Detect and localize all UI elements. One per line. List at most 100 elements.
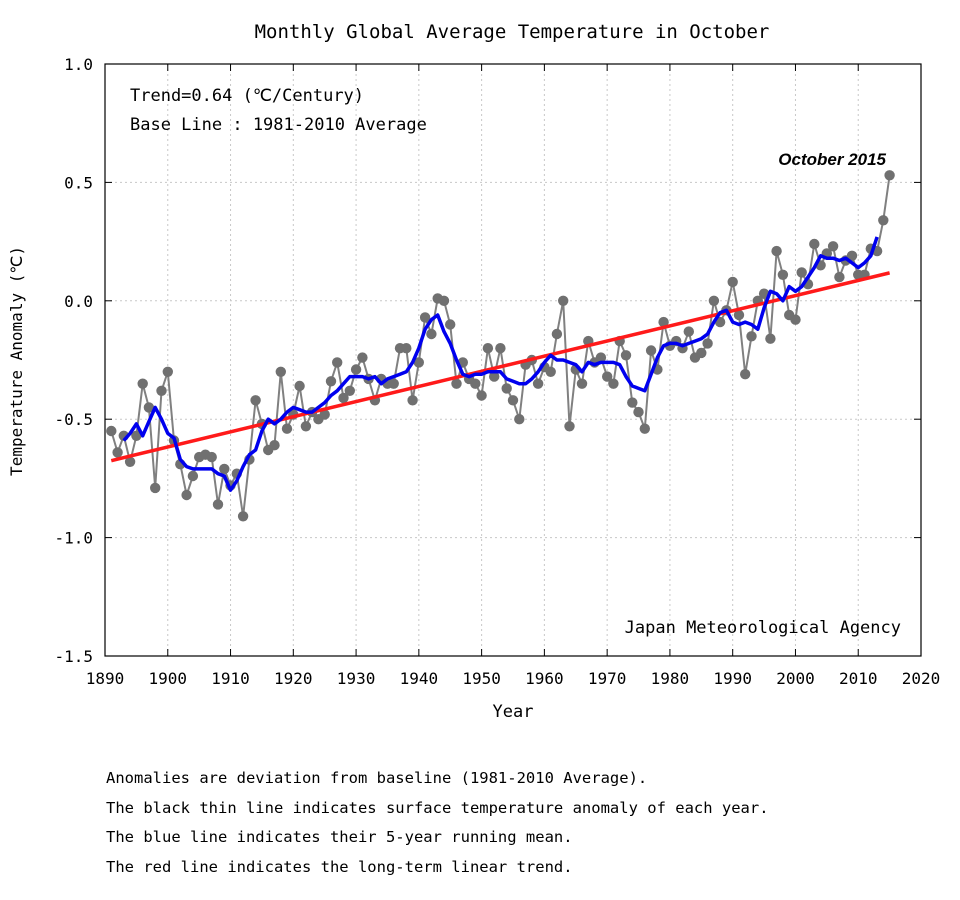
annual-anomaly-point xyxy=(150,482,161,494)
annual-anomaly-point xyxy=(181,489,192,501)
annual-anomaly-point xyxy=(344,385,355,396)
annual-anomaly-point xyxy=(419,312,431,323)
annual-anomaly-point xyxy=(564,421,575,432)
annual-anomaly-point xyxy=(507,395,519,406)
annual-anomaly-point xyxy=(595,352,607,363)
annual-anomaly-point xyxy=(683,326,694,337)
annual-anomaly-point xyxy=(482,343,494,354)
annual-anomaly-point xyxy=(620,350,632,361)
x-tick-label: 1940 xyxy=(400,669,439,688)
annual-anomaly-point xyxy=(212,499,224,510)
annual-anomaly-point xyxy=(727,276,738,288)
annual-anomaly-point xyxy=(495,343,506,354)
x-tick-label: 1900 xyxy=(149,669,188,688)
annual-anomaly-point xyxy=(602,371,613,382)
series-layer xyxy=(106,170,895,522)
annual-anomaly-point xyxy=(338,392,349,404)
annual-anomaly-point xyxy=(112,447,123,458)
annual-anomaly-point xyxy=(834,271,845,283)
annual-anomaly-point xyxy=(765,333,776,344)
annual-anomaly-point xyxy=(470,378,481,389)
annual-anomaly-point xyxy=(237,511,249,522)
annual-anomaly-point xyxy=(476,390,487,401)
annual-anomaly-point xyxy=(350,364,362,375)
y-tick-label: -1.5 xyxy=(54,647,93,666)
x-tick-label: 2020 xyxy=(902,669,941,688)
x-tick-label: 1920 xyxy=(274,669,313,688)
x-tick-label: 1890 xyxy=(86,669,125,688)
temperature-anomaly-chart: Monthly Global Average Temperature in Oc… xyxy=(7,21,941,722)
annual-anomaly-point xyxy=(438,295,450,306)
x-tick-label: 1930 xyxy=(337,669,376,688)
annual-anomaly-point xyxy=(809,238,820,250)
x-tick-label: 1910 xyxy=(211,669,250,688)
y-tick-label: 0.0 xyxy=(64,292,93,311)
x-tick-label: 1960 xyxy=(525,669,564,688)
annual-anomaly-point xyxy=(162,366,173,377)
annual-anomaly-point xyxy=(790,314,801,325)
annual-anomaly-point xyxy=(300,421,312,432)
linear-trend-line xyxy=(110,271,891,463)
annual-anomaly-point xyxy=(445,319,456,330)
annual-anomaly-point xyxy=(576,378,588,389)
chart-notes: Anomalies are deviation from baseline (1… xyxy=(106,764,769,882)
annual-anomaly-point xyxy=(275,366,286,377)
annual-anomaly-point xyxy=(627,397,638,408)
axis-ticks xyxy=(104,63,922,657)
annual-anomaly-point xyxy=(124,456,136,467)
annual-anomaly-point xyxy=(645,345,657,356)
annual-anomaly-point xyxy=(796,267,807,278)
x-tick-label: 1990 xyxy=(713,669,752,688)
note-line: The red line indicates the long-term lin… xyxy=(106,857,573,876)
annual-anomaly-point xyxy=(846,250,858,261)
annual-anomaly-point xyxy=(357,352,368,363)
y-tick-labels: 1.0 0.5 0.0 -0.5 -1.0 -1.5 xyxy=(54,55,93,666)
annual-anomaly-point xyxy=(658,316,669,328)
annual-anomaly-point xyxy=(740,369,751,380)
annual-anomaly-point xyxy=(558,295,569,306)
x-tick-label: 1980 xyxy=(651,669,690,688)
annual-anomaly-point xyxy=(777,269,789,280)
annual-anomaly-point xyxy=(878,215,889,226)
y-axis-label: Temperature Anomaly (℃) xyxy=(7,246,26,476)
annual-anomaly-point xyxy=(771,245,782,257)
annual-anomaly-point xyxy=(294,380,305,392)
annual-anomaly-point xyxy=(131,430,142,441)
x-axis-label: Year xyxy=(493,702,534,722)
annual-anomaly-point xyxy=(156,385,167,396)
annual-anomaly-point xyxy=(545,366,556,377)
annual-anomaly-point xyxy=(187,470,199,482)
baseline-legend-text: Base Line : 1981-2010 Average xyxy=(130,115,427,135)
source-credit: Japan Meteorological Agency xyxy=(625,618,901,638)
annual-anomaly-point xyxy=(219,463,230,475)
x-tick-label: 1950 xyxy=(462,669,501,688)
annual-anomaly-point xyxy=(746,331,757,342)
x-tick-label: 2000 xyxy=(776,669,815,688)
annual-anomaly-point xyxy=(639,423,650,434)
annual-anomaly-point xyxy=(106,425,117,437)
annual-anomaly-point xyxy=(733,309,745,321)
plot-frame xyxy=(104,63,922,657)
annual-anomaly-point xyxy=(708,295,720,306)
annual-anomaly-point xyxy=(827,241,839,252)
annual-anomaly-point xyxy=(696,347,707,359)
annual-anomaly-point xyxy=(608,378,619,389)
annual-anomaly-point xyxy=(401,343,412,354)
annual-anomaly-point xyxy=(426,328,437,340)
y-tick-label: -0.5 xyxy=(54,410,93,429)
annual-anomaly-point xyxy=(532,378,544,389)
x-tick-labels: 1890 1900 1910 1920 1930 1940 1950 1960 1970 1980… xyxy=(86,669,941,688)
y-tick-label: 1.0 xyxy=(64,55,93,74)
trend-legend-text: Trend=0.64 (℃/Century) xyxy=(130,86,364,106)
y-tick-label: -1.0 xyxy=(54,529,93,548)
annual-anomaly-point xyxy=(137,378,148,389)
annual-anomaly-point xyxy=(269,440,280,451)
annual-anomaly-point xyxy=(319,409,330,420)
annual-anomaly-point xyxy=(206,451,217,463)
annual-anomaly-point xyxy=(489,371,500,382)
annual-anomaly-point xyxy=(514,414,525,425)
annual-anomaly-point xyxy=(250,395,261,406)
latest-value-annotation: October 2015 xyxy=(778,150,886,169)
annual-anomaly-point xyxy=(388,378,399,389)
annual-anomaly-point xyxy=(551,328,563,340)
